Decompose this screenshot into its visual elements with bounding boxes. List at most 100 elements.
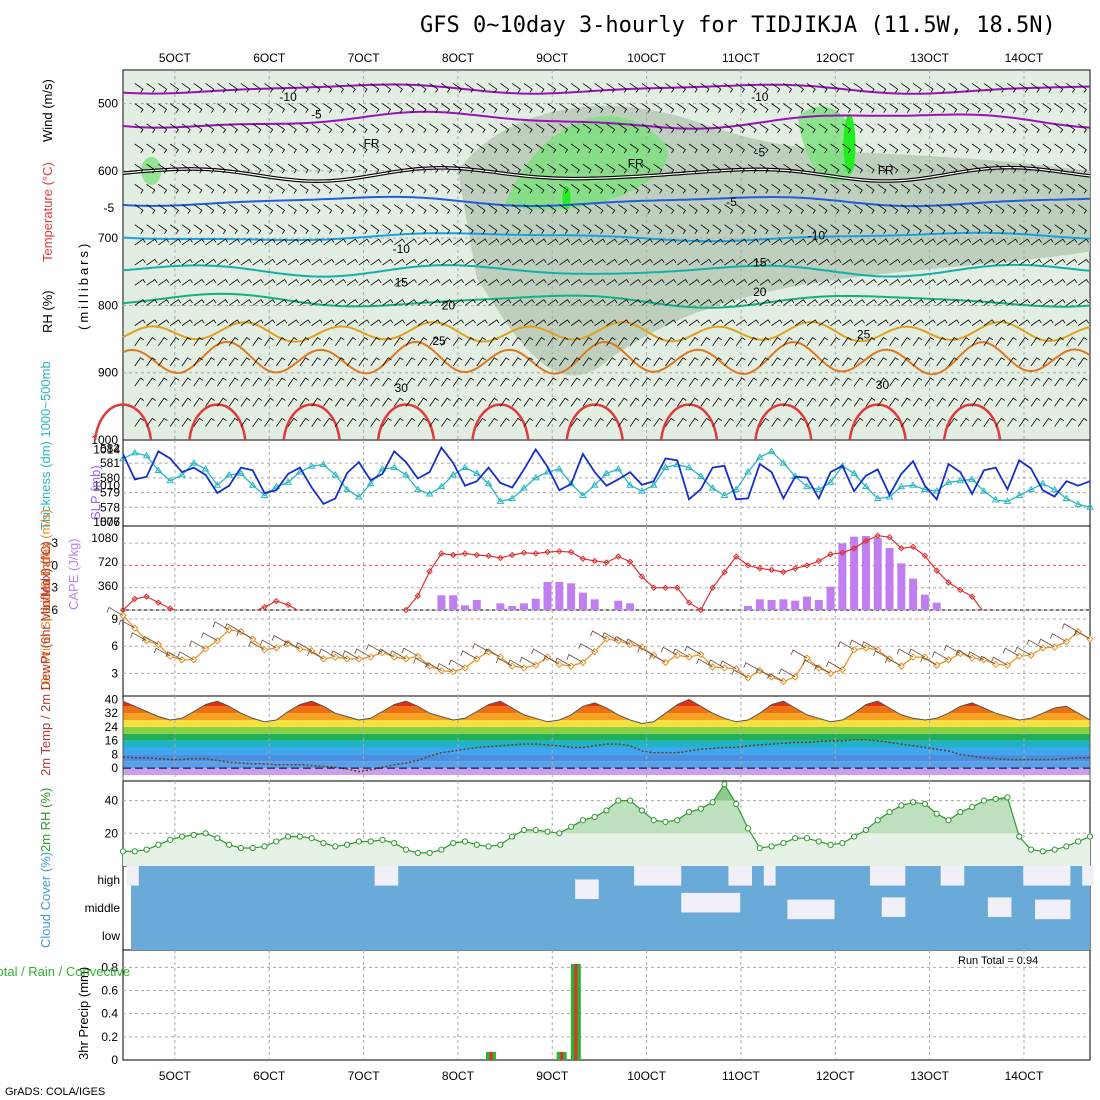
wind-barb (700, 224, 710, 235)
wind-barb (806, 83, 816, 93)
wind-barb (1054, 417, 1064, 427)
thickness-point (449, 470, 458, 478)
wind-barb (405, 83, 415, 93)
wind-barb (299, 258, 311, 266)
temp2m-ytick: 0 (111, 761, 118, 775)
wind-barb (759, 299, 771, 306)
wind-barb (688, 397, 699, 407)
wind-barb (606, 163, 616, 174)
wind-barb (370, 278, 382, 286)
wind10m-barb (271, 634, 289, 644)
wind-barb (523, 377, 534, 387)
wind-barb (193, 278, 205, 286)
wind10m-ytick: 3 (111, 666, 118, 680)
wind-barb (334, 397, 345, 407)
wind-barb (217, 337, 227, 347)
wind-barb (134, 319, 146, 326)
wind-barb (358, 204, 368, 214)
wind10m-barb (212, 621, 230, 631)
wind-barb (924, 417, 935, 427)
wind-barb (830, 258, 842, 266)
wind-barb (995, 184, 1005, 194)
wind-barb (323, 83, 333, 93)
wind-barb (158, 299, 170, 306)
wind-barb (924, 204, 934, 214)
wind-barb (559, 224, 569, 235)
temp-band (123, 733, 1090, 741)
wind-barb (394, 143, 403, 154)
li-point (756, 565, 764, 572)
wind10m-barb (1002, 647, 1020, 657)
wind-barb (960, 299, 972, 306)
wind-barb (500, 337, 510, 347)
wind-barb (865, 103, 875, 113)
wind-barb (488, 83, 498, 93)
wind-barb (570, 123, 580, 134)
isotherm-label: -10 (808, 228, 826, 242)
wind-barb (700, 83, 710, 93)
wind-barb (382, 163, 392, 174)
wind-barb (205, 238, 217, 246)
wind-barb (158, 184, 168, 194)
wind-barb (865, 258, 877, 266)
wind-barb (747, 123, 757, 134)
wind-barb (618, 204, 628, 214)
wind-barb (724, 123, 734, 134)
wind-barb (1066, 103, 1076, 113)
thickness-point (932, 487, 941, 494)
top-xtick: 12OCT (816, 51, 855, 65)
wind-barb (783, 204, 793, 214)
wind-barb (511, 163, 521, 174)
wind-barb (464, 143, 474, 154)
wind-barb (665, 123, 675, 134)
wind-barb (983, 103, 993, 113)
wind10m-barb (672, 648, 690, 658)
li-point (827, 551, 834, 558)
wind-barb (547, 258, 559, 266)
rh2m-point (874, 817, 881, 824)
wind-barb (924, 224, 934, 235)
wind-barb (228, 357, 239, 367)
wind-barb (606, 278, 618, 286)
ua-ytick: 500 (98, 97, 118, 111)
wind-barb (323, 258, 335, 266)
wind-barb (276, 224, 286, 235)
wind-barb (629, 123, 639, 134)
wind-barb (134, 299, 146, 306)
wind-barb (441, 143, 451, 154)
wind-barb (842, 143, 852, 154)
wind-barb (240, 123, 250, 134)
wind-barb (606, 337, 616, 347)
wind-barb (417, 163, 427, 174)
rh2m-point (591, 813, 598, 821)
wind-barb (287, 103, 297, 113)
wind-barb (995, 83, 1005, 93)
wind-barb (1042, 278, 1054, 286)
wind-barb (370, 123, 380, 134)
wind-barb (665, 319, 677, 326)
precip-bar-convective (489, 1051, 493, 1060)
wind-barb (205, 143, 215, 154)
wind-barb (228, 143, 238, 154)
cloud-ylabel: Cloud Cover (%) (38, 852, 53, 948)
wind-barb (228, 103, 238, 113)
wind-barb (842, 377, 852, 387)
wind-barb (582, 278, 594, 286)
wind-barb (594, 184, 604, 194)
wind-barb (865, 319, 877, 326)
wind-barb (677, 123, 686, 134)
wind-barb (252, 357, 263, 367)
wind-barb (500, 123, 510, 134)
wind-barb (488, 258, 500, 266)
wind-barb (417, 83, 427, 93)
thickness-point (154, 466, 163, 473)
rh2m-point (674, 817, 681, 824)
wind-barb (299, 377, 310, 387)
wind-barb (818, 123, 828, 134)
wind-barb (405, 357, 416, 367)
wind-barb (559, 337, 569, 347)
wind-barb (511, 103, 521, 113)
isotherm-35 (188, 403, 247, 441)
wind-barb (677, 319, 689, 326)
wind-barb (346, 377, 357, 387)
